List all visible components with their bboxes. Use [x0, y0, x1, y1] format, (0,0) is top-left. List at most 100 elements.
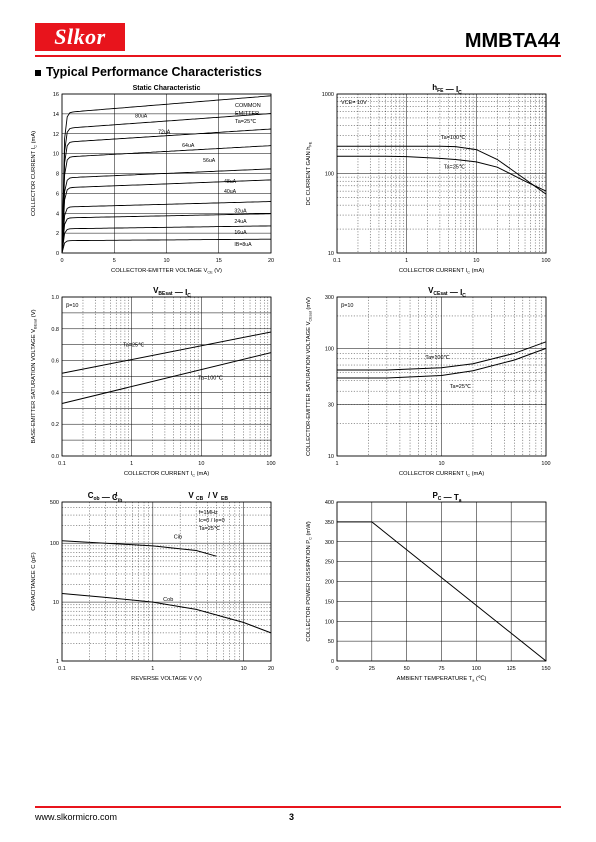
- pc-x-tick-label: 150: [541, 666, 550, 672]
- hfe-y-tick-label: 10: [328, 251, 334, 257]
- vbesat-x-tick-label: 0.1: [58, 461, 66, 467]
- pc-x-tick-label: 0: [335, 666, 338, 672]
- cap-x-axis-label: REVERSE VOLTAGE V (V): [131, 676, 202, 682]
- static-series-line: [61, 213, 272, 254]
- cap-series-line: [61, 540, 217, 557]
- static-y-tick-label: 14: [53, 112, 59, 118]
- vcesat-series-label: Ta=100℃: [425, 355, 450, 361]
- vbesat-y-tick-label: 0.2: [51, 422, 59, 428]
- pc-y-tick-label: 150: [325, 599, 334, 605]
- vbesat-annotation: β=10: [66, 303, 79, 309]
- header-divider: [35, 55, 561, 57]
- pc-x-tick-label: 75: [438, 666, 444, 672]
- pc-y-tick-label: 350: [325, 520, 334, 526]
- vbesat-series-label: Ta=25℃: [123, 342, 145, 348]
- pc-y-tick-label: 200: [325, 580, 334, 586]
- vcesat-annotation: β=10: [341, 303, 354, 309]
- pc-plot-frame: [336, 501, 547, 662]
- static-series-label: 24uA: [234, 219, 247, 225]
- static-annotation: EMITTER: [235, 111, 259, 117]
- vcesat-y-tick-label: 30: [328, 403, 334, 409]
- cap-chart-title-right: V: [188, 491, 194, 500]
- pc-y-tick-label: 300: [325, 540, 334, 546]
- bullet-square-icon: [35, 69, 41, 76]
- hfe-series-line: [337, 155, 547, 192]
- vbesat-x-tick-label: 100: [266, 461, 275, 467]
- cap-x-tick-label: 10: [241, 666, 247, 672]
- hfe-series-line: [337, 145, 547, 195]
- vcesat-series-line: [337, 347, 547, 379]
- static-y-tick-label: 16: [53, 92, 59, 98]
- pc-y-tick-label: 400: [325, 500, 334, 506]
- static-y-tick-label: 6: [56, 191, 59, 197]
- pc-y-tick-label: 100: [325, 619, 334, 625]
- vcesat-y-tick-label: 10: [328, 454, 334, 460]
- vbesat-y-tick-label: 0.6: [51, 359, 59, 365]
- chart-vbesat-vs-ic: 0.1 1 10 100 0.0 0.2 0.4 0.6 0.8 1.0 COLLECTOR CUR…: [31, 286, 276, 478]
- part-number: MMBTA44: [464, 30, 560, 52]
- pc-x-tick-label: 100: [472, 666, 481, 672]
- static-series-line: [61, 225, 271, 254]
- static-series-label: IB=8uA: [234, 242, 252, 248]
- vcesat-y-tick-label: 100: [325, 346, 334, 352]
- static-series-line: [61, 238, 271, 254]
- static-annotation: Ta=25℃: [235, 119, 257, 125]
- cap-y-tick-label: 1: [56, 659, 59, 665]
- vcesat-x-tick-label: 100: [541, 461, 550, 467]
- static-y-tick-label: 0: [56, 251, 59, 257]
- static-y-tick-label: 4: [56, 211, 59, 217]
- vbesat-x-tick-label: 10: [198, 461, 204, 467]
- chart-static-characteristic: 0 5 10 15 20 0 2 4 6 8 10 12 14 16 COLLECTOR-EMITTER V…: [31, 85, 274, 275]
- cap-x-tick-label: 1: [151, 666, 154, 672]
- vcesat-series-line: [337, 341, 547, 371]
- pc-y-tick-label: 250: [325, 560, 334, 566]
- hfe-annotation: VCE= 10V: [341, 100, 367, 106]
- vbesat-y-tick-label: 1.0: [51, 295, 59, 301]
- cap-series-label: Cob: [163, 597, 173, 603]
- static-chart-title: Static Characteristic: [133, 85, 201, 92]
- static-x-tick-label: 15: [216, 258, 222, 264]
- chart-power-dissipation-vs-temperature: 0 25 50 75 100 125 150 0 50 100 150 200 250 300 350 400…: [306, 491, 551, 683]
- vcesat-x-axis-label: COLLECTOR CURRENT IC (mA): [399, 471, 484, 478]
- static-x-tick-label: 10: [163, 258, 169, 264]
- static-series-label: 56uA: [203, 158, 216, 164]
- pc-x-axis-label: AMBIENT TEMPERATURE Ta (℃): [397, 676, 487, 683]
- section-title-text: Typical Performance Characteristics: [46, 65, 262, 79]
- static-x-axis-label: COLLECTOR-EMITTER VOLTAGE VCE (V): [111, 268, 222, 275]
- static-x-tick-label: 0: [60, 258, 63, 264]
- static-series-line: [61, 128, 272, 254]
- footer-divider: [35, 806, 561, 808]
- static-annotation: COMMON: [235, 103, 261, 109]
- hfe-y-tick-label: 1000: [322, 92, 334, 98]
- pc-x-tick-label: 125: [507, 666, 516, 672]
- static-y-axis-label: COLLECTOR CURRENT IC (mA): [31, 131, 38, 216]
- hfe-x-tick-label: 1: [405, 258, 408, 264]
- cap-series-label: Cib: [174, 535, 182, 541]
- static-y-tick-label: 12: [53, 132, 59, 138]
- hfe-y-tick-label: 100: [325, 172, 334, 178]
- static-y-tick-label: 10: [53, 152, 59, 158]
- pc-y-tick-label: 0: [331, 659, 334, 665]
- section-title: Typical Performance Characteristics: [35, 65, 262, 79]
- hfe-x-tick-label: 10: [473, 258, 479, 264]
- vbesat-y-axis-label: BASE-EMITTER SATURATION VOLTAGE VBEsat (…: [31, 309, 38, 443]
- cap-annotation: Ta=25℃: [199, 526, 221, 532]
- cap-chart-title-right-sub: CB: [196, 496, 204, 502]
- static-y-tick-label: 2: [56, 231, 59, 237]
- static-series-line: [61, 145, 272, 254]
- page-number: 3: [289, 812, 295, 822]
- vcesat-x-tick-label: 1: [335, 461, 338, 467]
- vbesat-x-tick-label: 1: [130, 461, 133, 467]
- vbesat-plot-frame: [61, 296, 272, 457]
- cap-x-tick-label: 20: [268, 666, 274, 672]
- vcesat-x-tick-label: 10: [438, 461, 444, 467]
- vbesat-y-tick-label: 0.4: [51, 390, 59, 396]
- vbesat-series-line: [61, 352, 272, 404]
- pc-y-axis-label: COLLECTOR POWER DISSIPATION PC (mW): [306, 521, 313, 641]
- pc-y-tick-label: 50: [328, 639, 334, 645]
- hfe-plot-frame: [336, 93, 547, 254]
- cap-annotation: Ic=0 / Ie=0: [199, 518, 225, 524]
- pc-x-tick-label: 25: [369, 666, 375, 672]
